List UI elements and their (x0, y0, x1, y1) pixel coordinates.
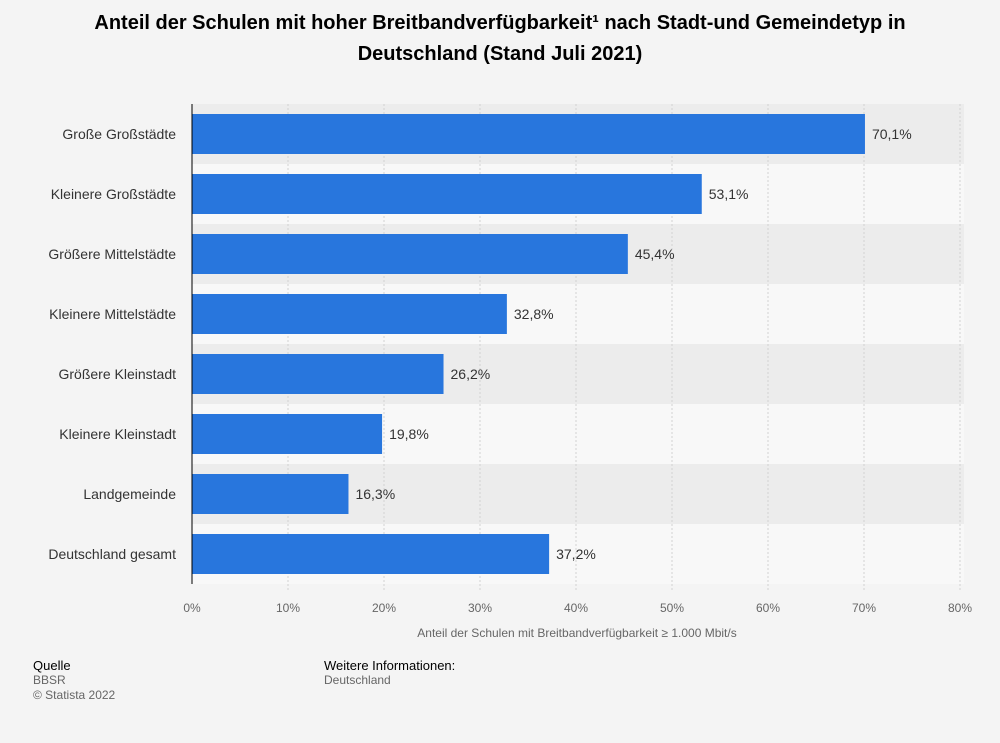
x-tick-label: 80% (948, 601, 972, 615)
bar (192, 174, 702, 214)
value-label: 37,2% (556, 546, 596, 562)
category-label: Kleinere Kleinstadt (59, 426, 176, 442)
category-label: Kleinere Großstädte (51, 186, 176, 202)
chart-title: Anteil der Schulen mit hoher Breitbandve… (94, 12, 906, 65)
x-tick-label: 70% (852, 601, 876, 615)
value-label: 45,4% (635, 246, 675, 262)
x-tick-label: 40% (564, 601, 588, 615)
category-label: Landgemeinde (83, 486, 176, 502)
x-tick-label: 60% (756, 601, 780, 615)
category-label: Große Großstädte (62, 126, 176, 142)
info-heading: Weitere Informationen: (324, 658, 456, 673)
bar (192, 474, 349, 514)
x-tick-label: 50% (660, 601, 684, 615)
source-name: BBSR (33, 673, 66, 687)
bar (192, 534, 550, 574)
value-label: 70,1% (872, 126, 912, 142)
bar (192, 414, 383, 454)
bar (192, 294, 507, 334)
source-block: Quelle BBSR © Statista 2022 (33, 658, 115, 703)
category-label: Größere Kleinstadt (59, 366, 177, 382)
category-label: Kleinere Mittelstädte (49, 306, 176, 322)
info-text: Deutschland (324, 673, 391, 687)
x-tick-label: 10% (276, 601, 300, 615)
value-label: 32,8% (514, 306, 554, 322)
bar (192, 354, 444, 394)
x-axis-title: Anteil der Schulen mit Breitbandverfügba… (417, 626, 736, 640)
source-heading: Quelle (33, 658, 71, 673)
value-label: 16,3% (355, 486, 395, 502)
info-block: Weitere Informationen: Deutschland (324, 658, 455, 688)
copyright: © Statista 2022 (33, 688, 116, 702)
bar (192, 234, 628, 274)
x-tick-label: 30% (468, 601, 492, 615)
category-label: Deutschland gesamt (48, 546, 176, 562)
value-label: 53,1% (709, 186, 749, 202)
category-label: Größere Mittelstädte (48, 246, 176, 262)
value-label: 26,2% (451, 366, 491, 382)
value-label: 19,8% (389, 426, 429, 442)
x-tick-label: 20% (372, 601, 396, 615)
x-tick-label: 0% (183, 601, 201, 615)
bar (192, 114, 865, 154)
